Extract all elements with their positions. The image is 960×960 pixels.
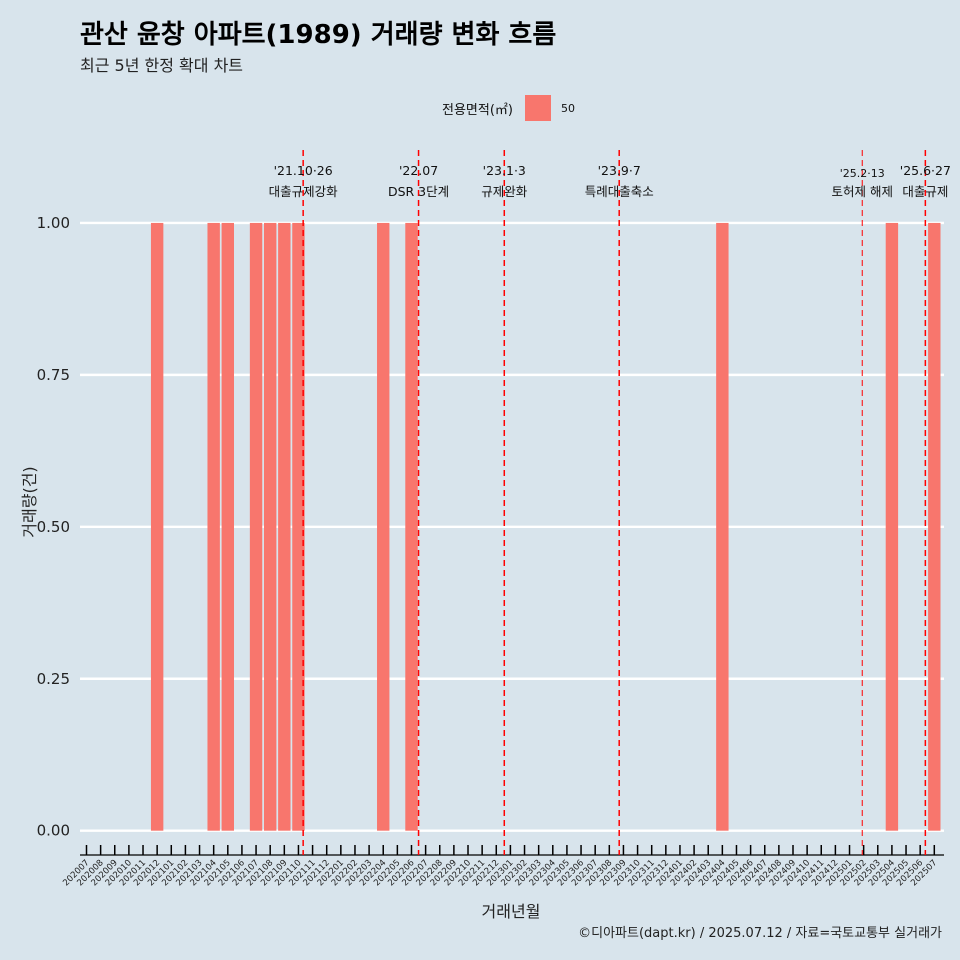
- event-date-label: '23.9·7: [598, 163, 641, 178]
- legend: 전용면적(㎡) 50: [442, 95, 575, 121]
- legend-title: 전용면적(㎡): [442, 102, 513, 118]
- bar: [716, 222, 729, 831]
- bar: [928, 222, 941, 831]
- event-text-label: 대출규제: [902, 184, 948, 199]
- event-text-label: 토허제 해제: [831, 184, 892, 199]
- bar: [221, 222, 234, 831]
- bar: [292, 222, 305, 831]
- event-date-label: '25.2·13: [840, 167, 885, 180]
- y-tick-label: 0.50: [37, 518, 70, 536]
- chart-title: 관산 윤창 아파트(1989) 거래량 변화 흐름: [80, 20, 557, 50]
- chart-subtitle: 최근 5년 한정 확대 차트: [80, 56, 244, 75]
- event-date-label: '23.1·3: [483, 163, 526, 178]
- bar: [405, 222, 418, 831]
- y-tick-label: 0.75: [37, 366, 70, 384]
- y-axis-label: 거래량(건): [20, 466, 39, 538]
- event-date-label: '21.10·26: [274, 163, 333, 178]
- y-tick-label: 0.00: [37, 822, 70, 840]
- bar: [150, 222, 164, 831]
- event-text-label: 특례대출축소: [585, 184, 654, 199]
- bar: [885, 222, 899, 831]
- event-date-label: '22.07: [399, 163, 438, 178]
- bar: [377, 222, 390, 831]
- event-text-label: 대출규제강화: [269, 184, 339, 199]
- event-text-label: 규제완화: [481, 184, 528, 199]
- y-tick-label: 1.00: [37, 214, 70, 232]
- legend-key-swatch: [524, 95, 551, 121]
- legend-label: 50: [560, 101, 575, 115]
- x-axis-label: 거래년월: [481, 902, 541, 921]
- bar: [278, 222, 291, 831]
- event-text-label: DSR 3단계: [388, 184, 449, 199]
- bar: [207, 222, 220, 831]
- y-tick-label: 0.25: [37, 670, 70, 688]
- bar: [263, 222, 277, 831]
- bar: [249, 222, 263, 831]
- source-caption: ©디아파트(dapt.kr) / 2025.07.12 / 자료=국토교통부 실…: [578, 926, 942, 941]
- event-date-label: '25.6·27: [900, 163, 951, 178]
